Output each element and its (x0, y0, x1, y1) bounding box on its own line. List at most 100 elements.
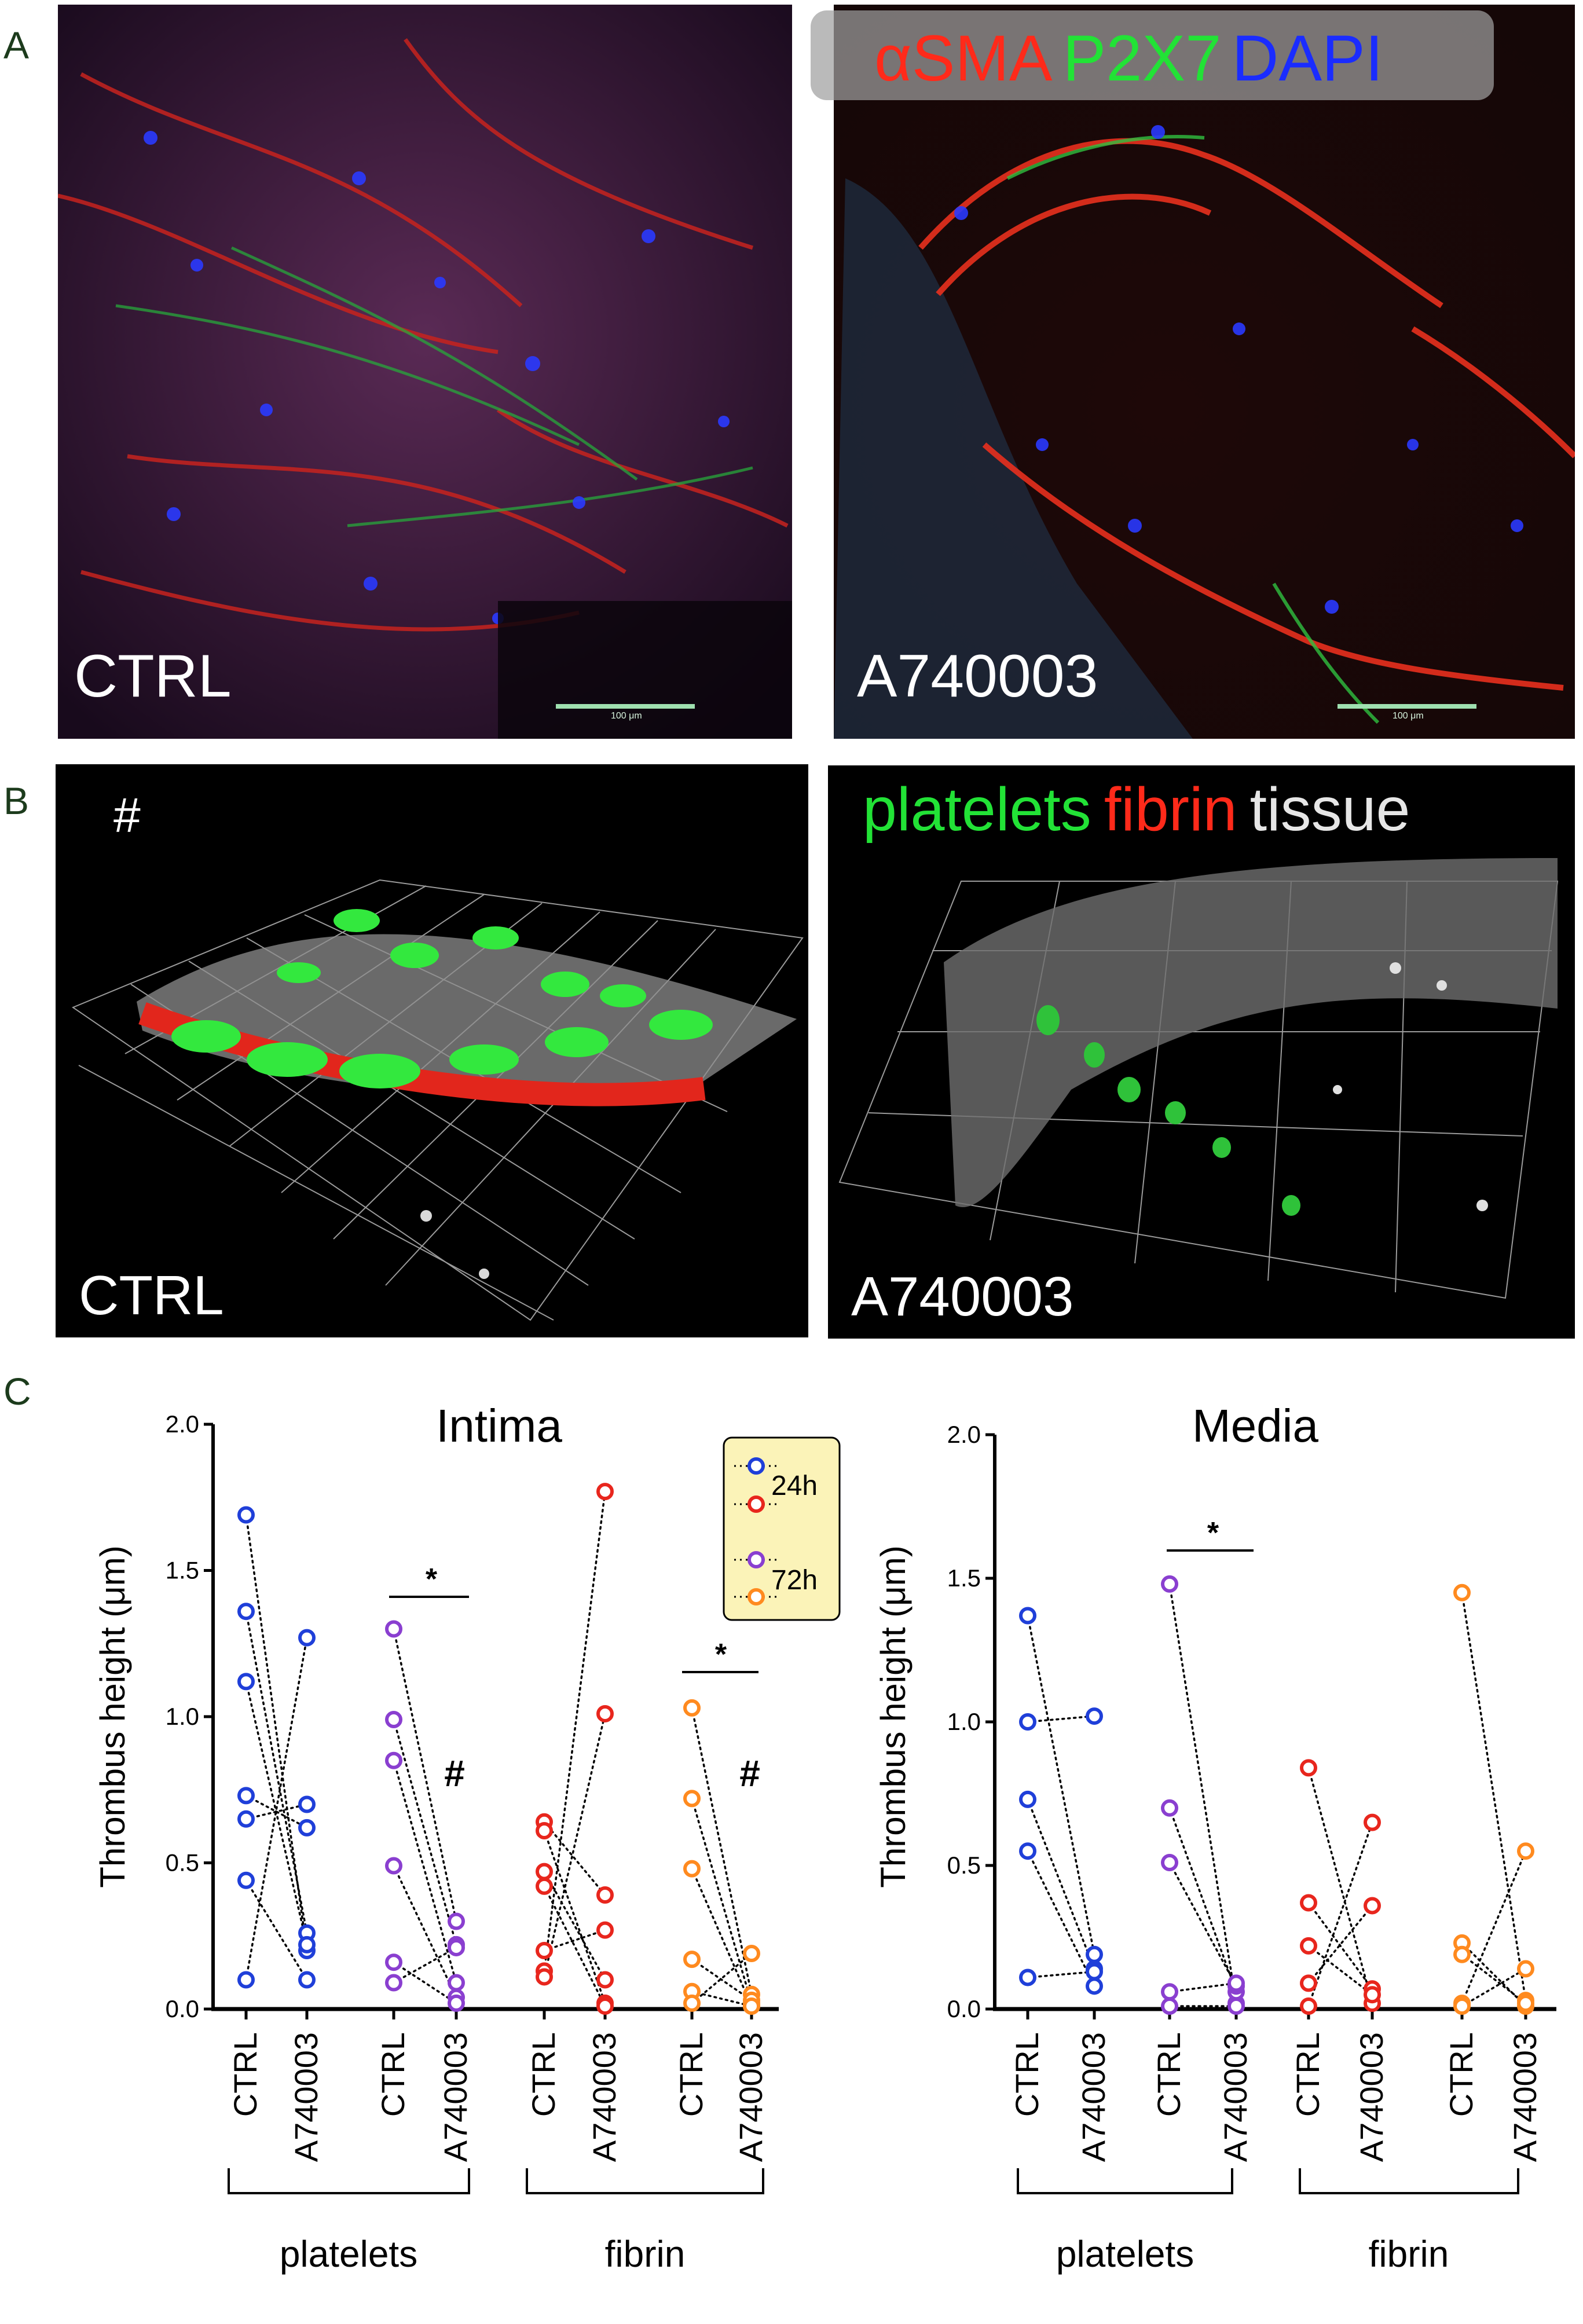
x-tick-label: A740003 (1353, 2032, 1390, 2162)
pair-connector (1168, 1807, 1237, 1993)
data-point (683, 1951, 701, 1969)
data-point (298, 1936, 316, 1953)
pair-connector (1461, 1967, 1527, 2007)
pair-connector (393, 1947, 457, 1984)
legend-p2x7: P2X7 (1062, 22, 1222, 94)
data-point (536, 1968, 553, 1986)
y-tick-label: 2.0 (947, 1421, 981, 1448)
panel-c-letter: C (3, 1370, 31, 1413)
group-bracket (1299, 2168, 1519, 2194)
data-point (1019, 1713, 1036, 1731)
chart-title: Media (1192, 1400, 1318, 1451)
ctrl-label: CTRL (74, 643, 232, 710)
pair-connector (1307, 1766, 1373, 2004)
legend-tissue: tissue (1249, 775, 1410, 844)
pair-connector (1461, 1953, 1527, 2004)
data-point (1086, 1945, 1103, 1963)
significance-star: * (426, 1563, 438, 1596)
data-point (1019, 1842, 1036, 1860)
scale-bar-label: 100 μm (611, 711, 642, 721)
fluorescence-texture (834, 5, 1575, 739)
data-point (1364, 1897, 1381, 1915)
pair-connector (393, 1718, 457, 1946)
a740003-label: A740003 (851, 1266, 1074, 1328)
pair-connector (691, 1707, 753, 1996)
pair-connector (245, 1803, 308, 1820)
legend-dapi: DAPI (1232, 22, 1383, 94)
data-point (298, 1795, 316, 1813)
data-point (385, 1857, 402, 1875)
data-point (1453, 1945, 1471, 1963)
significance-star: * (1207, 1516, 1219, 1550)
stain-legend-b: platelets fibrin tissue (863, 779, 1423, 840)
pair-connector (1027, 1850, 1095, 1988)
chart-title: Intima (436, 1400, 562, 1451)
data-point (596, 1704, 614, 1722)
legend-fibrin: fibrin (1104, 775, 1237, 844)
legend-platelets: platelets (863, 775, 1091, 844)
data-point (683, 1994, 701, 2012)
data-point (1364, 1986, 1381, 2004)
a740003-label: A740003 (857, 643, 1098, 710)
data-point (596, 1971, 614, 1989)
scale-bar-label: 100 μm (1393, 711, 1424, 721)
data-point (743, 1945, 760, 1963)
data-point (1161, 1997, 1178, 2015)
x-tick-label: A740003 (437, 2032, 474, 2162)
x-tick-label: CTRL (227, 2032, 263, 2117)
data-point (385, 1974, 402, 1992)
legend-asma: αSMA (874, 22, 1053, 94)
data-point (1300, 1894, 1317, 1912)
y-tick-label: 1.0 (947, 1708, 981, 1735)
pair-connector (691, 1867, 753, 2007)
legend-marker (747, 1457, 765, 1475)
y-axis-label: Thrombus height (μm) (93, 1545, 132, 1887)
data-point (237, 1603, 255, 1621)
data-point (536, 1877, 553, 1895)
pair-connector (1027, 1970, 1095, 1979)
significance-star: * (715, 1638, 727, 1671)
data-point (1161, 1854, 1178, 1872)
pair-connector (393, 1961, 457, 2004)
hash-mark: # (113, 788, 141, 842)
x-tick-label: A740003 (1507, 2032, 1543, 2162)
data-point (1019, 1969, 1036, 1986)
data-point (1453, 1997, 1471, 2015)
x-tick-label: CTRL (1150, 2032, 1187, 2117)
x-tick-label: A740003 (288, 2032, 324, 2162)
data-point (1161, 1799, 1178, 1817)
data-point (1517, 1960, 1534, 1978)
legend-label-72h: 72h (771, 1565, 818, 1596)
data-point (743, 1997, 760, 2015)
x-tick-label: CTRL (1009, 2032, 1045, 2117)
data-point (298, 1629, 316, 1647)
pair-connector (245, 1610, 308, 1934)
data-point (683, 1699, 701, 1717)
fluorescence-texture (58, 5, 792, 739)
data-point (536, 1942, 553, 1959)
data-point (448, 1974, 465, 1992)
panel-b-letter: B (3, 779, 30, 822)
x-tick-label: A740003 (732, 2032, 769, 2162)
pair-connector (543, 1885, 606, 2007)
y-tick-label: 0.0 (166, 1995, 199, 2022)
data-point (237, 1673, 255, 1691)
legend-marker (747, 1588, 765, 1605)
data-point (237, 1810, 255, 1828)
group-label: platelets (1056, 2233, 1194, 2275)
data-point (596, 1997, 614, 2015)
pair-connector (1461, 1592, 1527, 2002)
data-point (1517, 1995, 1534, 2013)
time-legend-box (723, 1436, 841, 1621)
pair-connector (1027, 1715, 1095, 1723)
legend-marker (747, 1495, 765, 1513)
pair-connector (1461, 1942, 1527, 2007)
pair-connector (1307, 1904, 1373, 1985)
data-point (596, 1886, 614, 1904)
data-point (596, 1921, 614, 1939)
pair-connector (1027, 1798, 1095, 1970)
panel-b-ctrl-3d-image: # CTRL (56, 764, 808, 1337)
panel-a-ctrl-image: 100 μm CTRL (58, 5, 792, 739)
hash-mark: # (739, 1753, 760, 1794)
